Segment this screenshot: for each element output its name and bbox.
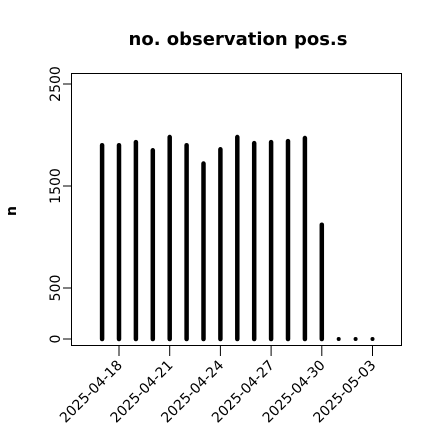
bars-layer — [99, 134, 375, 342]
y-tick-label: 0 — [48, 335, 64, 344]
plot-frame — [71, 73, 402, 346]
chart-title: no. observation pos.s — [129, 29, 348, 50]
x-axis: 2025-04-182025-04-212025-04-242025-04-27… — [57, 346, 379, 426]
y-tick-label: 2500 — [48, 66, 64, 102]
y-tick-label: 1500 — [48, 168, 64, 204]
bar — [353, 337, 358, 341]
bar — [370, 337, 375, 341]
bar — [336, 337, 341, 341]
y-axis: 0 500 1500 2500 — [48, 66, 71, 343]
y-axis-label: n — [4, 206, 20, 216]
y-tick-label: 500 — [48, 275, 64, 302]
